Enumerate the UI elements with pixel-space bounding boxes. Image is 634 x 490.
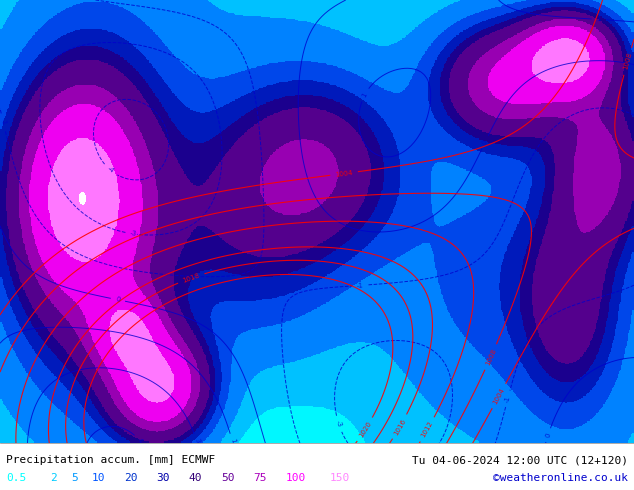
Text: 10: 10	[92, 473, 105, 483]
Text: 0: 0	[115, 296, 120, 303]
Text: 1012: 1012	[420, 420, 434, 439]
Text: ©weatheronline.co.uk: ©weatheronline.co.uk	[493, 473, 628, 483]
Text: 1: 1	[597, 16, 602, 23]
Text: 1004: 1004	[335, 170, 353, 177]
Text: 20: 20	[124, 473, 138, 483]
Text: -1: -1	[0, 118, 7, 126]
Text: -4: -4	[106, 166, 115, 174]
Text: 2: 2	[50, 473, 57, 483]
Text: 0: 0	[545, 432, 552, 438]
Text: -3: -3	[335, 419, 342, 428]
Text: 1004: 1004	[492, 387, 506, 405]
Text: 0.5: 0.5	[6, 473, 27, 483]
Text: 1008: 1008	[484, 347, 497, 367]
Text: 4: 4	[136, 437, 143, 444]
Text: 1: 1	[361, 92, 368, 98]
Text: 50: 50	[221, 473, 235, 483]
Text: Precipitation accum. [mm] ECMWF: Precipitation accum. [mm] ECMWF	[6, 455, 216, 465]
Text: 75: 75	[254, 473, 267, 483]
Text: 100: 100	[286, 473, 306, 483]
Text: Tu 04-06-2024 12:00 UTC (12+120): Tu 04-06-2024 12:00 UTC (12+120)	[411, 455, 628, 465]
Text: 30: 30	[157, 473, 170, 483]
Text: 1018: 1018	[182, 272, 200, 284]
Text: 1016: 1016	[392, 417, 407, 436]
Text: 1020: 1020	[358, 420, 373, 439]
Text: 3: 3	[193, 438, 200, 444]
Text: -1: -1	[356, 282, 364, 289]
Text: -1: -1	[504, 394, 512, 403]
Text: 5: 5	[71, 473, 78, 483]
Text: -3: -3	[130, 230, 138, 237]
Text: 0: 0	[481, 139, 489, 146]
Text: 200: 200	[373, 473, 394, 483]
Text: 1008: 1008	[623, 52, 633, 71]
Text: 1: 1	[229, 438, 236, 443]
Text: 40: 40	[189, 473, 202, 483]
Text: 150: 150	[330, 473, 350, 483]
